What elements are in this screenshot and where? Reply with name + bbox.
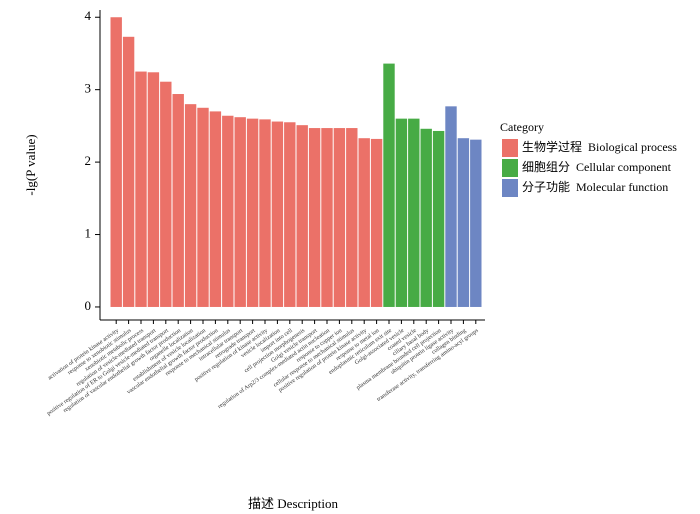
bar — [432, 130, 445, 307]
legend-label: 分子功能 Molecular function — [522, 180, 668, 194]
bar — [271, 121, 284, 307]
bar — [470, 139, 482, 307]
bar — [383, 63, 395, 307]
bar — [172, 94, 184, 307]
bar — [346, 128, 358, 307]
bar — [457, 138, 470, 307]
bar — [147, 72, 160, 307]
bar — [284, 122, 296, 307]
legend-label: 生物学过程 Biological process — [522, 139, 677, 154]
legend-label: 细胞组分 Cellular component — [522, 160, 672, 174]
legend-swatch — [502, 179, 518, 197]
bar — [160, 81, 172, 307]
bar — [370, 138, 383, 307]
bar — [184, 104, 197, 307]
bar — [259, 119, 271, 307]
bar — [246, 118, 259, 307]
legend-swatch — [502, 139, 518, 157]
bar — [209, 111, 222, 307]
y-axis-label: -lg(P value) — [23, 134, 38, 195]
bar — [197, 107, 209, 307]
bar — [333, 128, 346, 307]
bar — [234, 117, 246, 307]
legend-title: Category — [500, 120, 544, 134]
bar — [135, 71, 147, 307]
bar — [420, 128, 432, 307]
y-tick-label: 3 — [85, 81, 92, 96]
y-tick-label: 0 — [85, 298, 92, 313]
y-tick-label: 2 — [85, 153, 92, 168]
bar — [308, 128, 321, 307]
bar — [321, 128, 333, 307]
bar — [222, 115, 234, 307]
y-tick-label: 4 — [85, 8, 92, 23]
y-tick-label: 1 — [85, 226, 92, 241]
bar — [408, 118, 420, 307]
bar — [445, 106, 457, 307]
legend-swatch — [502, 159, 518, 177]
bar — [110, 17, 122, 307]
x-axis-label: 描述 Description — [248, 496, 338, 511]
bar — [122, 36, 135, 307]
bar — [358, 138, 370, 307]
bar — [395, 118, 408, 307]
bar — [296, 125, 308, 307]
